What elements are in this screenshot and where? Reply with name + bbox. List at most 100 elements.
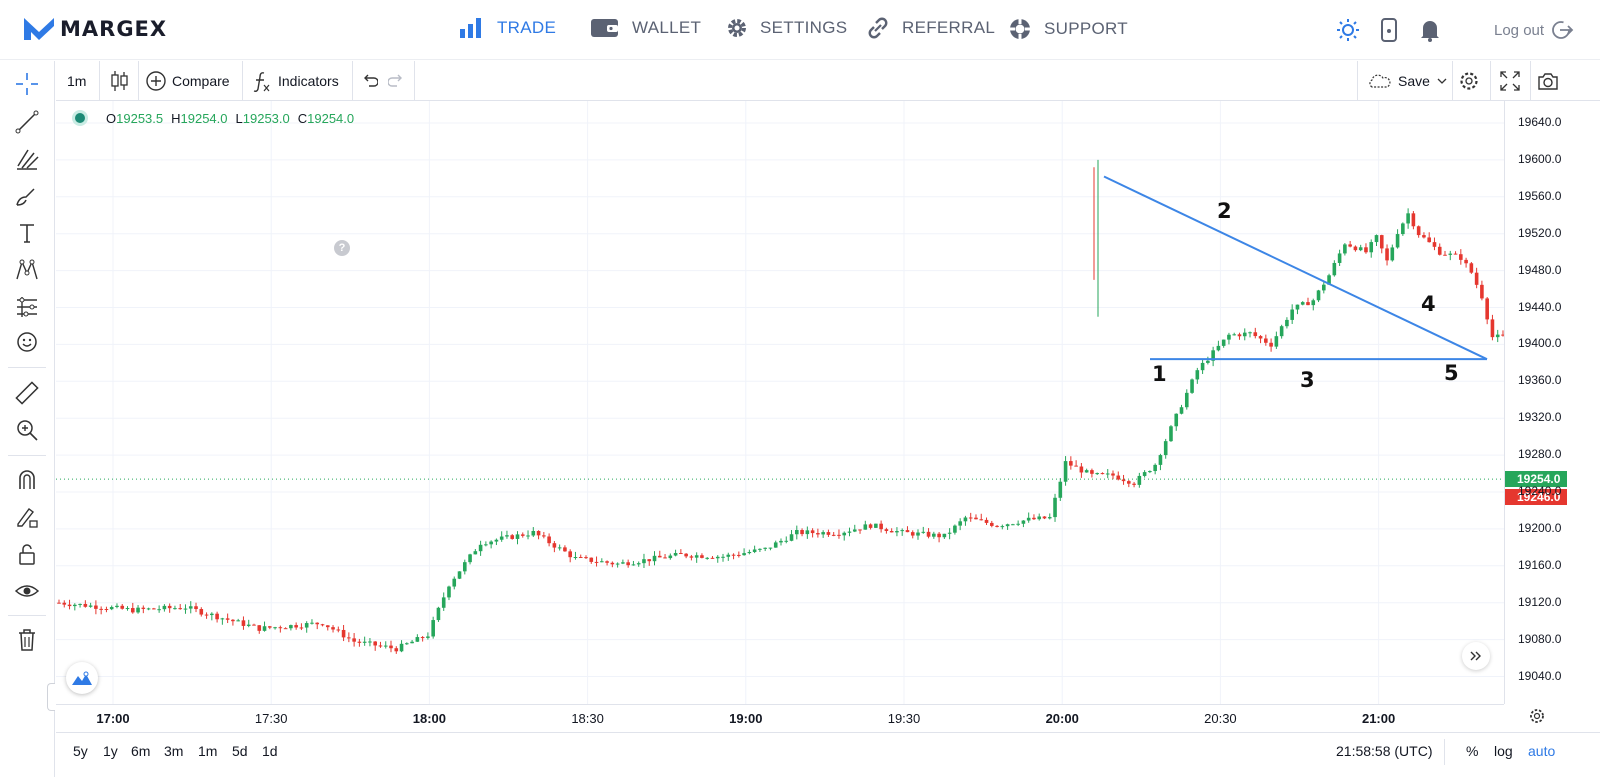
fullscreen-icon	[1500, 71, 1520, 91]
magnet-tool[interactable]	[14, 467, 40, 493]
candle-body	[368, 641, 372, 643]
candle-body	[1127, 481, 1131, 484]
candle-body	[542, 535, 546, 537]
compare-label: Compare	[172, 73, 230, 89]
theme-toggle[interactable]	[1336, 18, 1360, 47]
time-axis[interactable]: 17:00 17:30 18:00 18:30 19:00 19:30 20:00 20:30…	[56, 704, 1504, 732]
candle-body	[173, 608, 177, 610]
candle-body	[1016, 523, 1020, 525]
candle-body	[926, 531, 931, 537]
text-tool[interactable]	[14, 220, 40, 246]
help-icon[interactable]: ?	[334, 240, 350, 256]
candle-body	[141, 607, 146, 609]
zoom-tool[interactable]	[14, 417, 40, 443]
axis-settings-button[interactable]	[1528, 707, 1546, 730]
visibility-tool[interactable]	[14, 578, 40, 604]
auto-scale-toggle[interactable]: auto	[1528, 743, 1556, 759]
candle-body	[1242, 332, 1247, 337]
brand-logo[interactable]: MARGEX	[22, 14, 167, 44]
candle-body	[389, 645, 393, 649]
candle-body	[1311, 300, 1316, 306]
chart-settings-button[interactable]	[1458, 61, 1480, 101]
redo-button[interactable]	[388, 61, 406, 101]
nav-settings[interactable]: SETTINGS	[726, 17, 847, 39]
toolbar-divider	[99, 61, 100, 101]
candle-body	[963, 517, 968, 522]
nav-wallet[interactable]: WALLET	[590, 17, 701, 39]
log-scale-toggle[interactable]: log	[1494, 743, 1513, 759]
range-1d[interactable]: 1d	[262, 743, 278, 759]
candle-body	[1021, 520, 1026, 524]
notifications-button[interactable]	[1420, 18, 1440, 47]
indicators-button[interactable]: Indicators	[252, 61, 339, 101]
candle-body	[884, 529, 889, 532]
candle-body	[953, 525, 957, 533]
candle-body	[210, 613, 214, 616]
candle-body	[99, 608, 103, 610]
logout-button[interactable]: Log out	[1494, 20, 1574, 40]
candle-body	[805, 530, 810, 535]
candle-body	[1200, 362, 1205, 371]
gear-icon	[728, 19, 746, 37]
candle-body	[410, 641, 414, 644]
candle-body	[352, 638, 356, 642]
candle-body	[289, 625, 293, 629]
save-button[interactable]: Save	[1366, 61, 1448, 101]
candle-body	[816, 533, 820, 535]
candle-body	[515, 534, 520, 539]
lock-drawing-tool[interactable]	[14, 504, 40, 530]
chart-brand-button[interactable]	[66, 662, 98, 694]
crosshair-icon	[16, 73, 38, 95]
candle-body	[109, 607, 114, 610]
candle-body	[505, 535, 509, 537]
chart-type-button[interactable]	[108, 61, 130, 101]
emoji-tool[interactable]	[14, 329, 40, 355]
scroll-to-realtime-button[interactable]	[1462, 642, 1490, 670]
undo-button[interactable]	[360, 61, 378, 101]
price-chart[interactable]	[56, 101, 1504, 704]
candle-body	[1000, 526, 1005, 528]
candle-body	[178, 608, 183, 610]
nav-trade[interactable]: TRADE	[459, 17, 556, 39]
range-5y[interactable]: 5y	[73, 743, 88, 759]
range-5d[interactable]: 5d	[232, 743, 248, 759]
candle-body	[1179, 407, 1184, 414]
collapse-toolbar-handle[interactable]	[47, 683, 55, 711]
lock-all-tool[interactable]	[14, 541, 40, 567]
candle-body	[910, 532, 915, 536]
candle-body	[1184, 392, 1189, 408]
range-1y[interactable]: 1y	[103, 743, 118, 759]
pattern-icon	[16, 259, 38, 280]
range-3m[interactable]: 3m	[164, 743, 184, 759]
nav-referral[interactable]: REFERRAL	[866, 17, 995, 39]
candle-body	[1437, 246, 1442, 255]
price-axis[interactable]: 19254.0 19246.0 19640.0 19600.0 19560.0 195…	[1504, 101, 1600, 704]
fib-tool[interactable]	[14, 146, 40, 172]
candle-body	[831, 534, 836, 536]
candle-body	[1353, 246, 1358, 251]
link-icon	[868, 17, 888, 39]
range-6m[interactable]: 6m	[131, 743, 151, 759]
measure-tool[interactable]	[14, 380, 40, 406]
screenshot-button[interactable]	[1537, 61, 1559, 101]
nav-support[interactable]: SUPPORT	[1008, 17, 1128, 41]
pattern-tool[interactable]	[14, 257, 40, 283]
fullscreen-button[interactable]	[1499, 61, 1521, 101]
candle-body	[1190, 379, 1194, 393]
percent-scale-toggle[interactable]: %	[1466, 743, 1479, 759]
utc-clock[interactable]: 21:58:58 (UTC)	[1336, 743, 1433, 759]
compare-button[interactable]: Compare	[146, 61, 230, 101]
candle-body	[1090, 470, 1094, 474]
brush-tool[interactable]	[14, 183, 40, 209]
crosshair-tool[interactable]	[14, 71, 40, 97]
candle-body	[283, 628, 288, 630]
interval-selector[interactable]: 1m	[67, 61, 86, 101]
mobile-app-button[interactable]	[1380, 18, 1398, 47]
zoom-in-icon	[17, 420, 38, 441]
candle-body	[610, 562, 615, 565]
remove-drawings-tool[interactable]	[14, 627, 40, 653]
trendline-tool[interactable]	[14, 109, 40, 135]
trash-icon	[19, 629, 35, 651]
prediction-tool[interactable]	[14, 294, 40, 320]
range-1m[interactable]: 1m	[198, 743, 218, 759]
